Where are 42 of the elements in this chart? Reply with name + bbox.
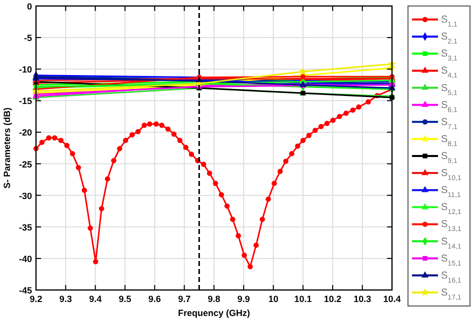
x-tick-label: 9.7	[178, 294, 191, 304]
y-tick-label: -30	[18, 190, 32, 201]
x-tick-label: 9.3	[59, 294, 72, 304]
legend-label: S$_{5,1}$	[441, 82, 458, 96]
legend-label: S$_{7,1}$	[441, 116, 458, 130]
legend-label: S$_{15,1}$	[441, 253, 462, 267]
legend-label: S$_{4,1}$	[441, 66, 458, 80]
x-tick-label: 9.2	[30, 294, 42, 304]
legend-label: S$_{11,1}$	[441, 185, 461, 199]
x-axis-title: Frequency (GHz)	[178, 308, 250, 318]
legend-label: S$_{3,1}$	[441, 48, 458, 62]
y-tick-label: -5	[24, 33, 32, 44]
x-tick-label: 10.1	[294, 294, 312, 304]
x-tick-label: 10.3	[354, 294, 372, 304]
legend-label: S$_{9,1}$	[441, 151, 458, 164]
legend-label: S$_{12,1}$	[441, 202, 462, 216]
legend-label: S$_{16,1}$	[441, 270, 462, 284]
y-tick-label: -15	[18, 96, 32, 106]
legend-label: S$_{17,1}$	[441, 287, 462, 301]
legend-label: S$_{2,1}$	[441, 32, 458, 46]
legend-label: S$_{6,1}$	[441, 100, 458, 114]
x-tick-label: 10.2	[324, 294, 342, 304]
x-tick-label: 10.4	[383, 294, 401, 304]
x-tick-label: 9.8	[208, 294, 220, 304]
y-tick-label: -25	[18, 159, 32, 170]
y-tick-label: -10	[18, 64, 32, 75]
y-tick-label: -45	[18, 286, 32, 296]
y-tick-label: -35	[18, 222, 32, 232]
legend-label: S$_{10,1}$	[441, 168, 462, 182]
y-axis-title: S- Parameters (dB)	[2, 107, 12, 189]
x-tick-label: 10	[268, 294, 278, 304]
legend-label: S$_{14,1}$	[441, 236, 462, 250]
y-tick-label: 0	[26, 2, 32, 12]
x-tick-label: 9.5	[118, 294, 132, 304]
y-tick-label: -40	[18, 254, 32, 264]
legend-label: S$_{1,1}$	[441, 14, 458, 28]
x-tick-label: 9.6	[148, 294, 161, 304]
x-tick-label: 9.9	[237, 294, 250, 304]
legend-label: S$_{13,1}$	[441, 219, 462, 233]
x-tick-label: 9.4	[89, 294, 102, 304]
y-tick-label: -20	[18, 128, 32, 138]
legend-label: S$_{8,1}$	[441, 134, 458, 148]
